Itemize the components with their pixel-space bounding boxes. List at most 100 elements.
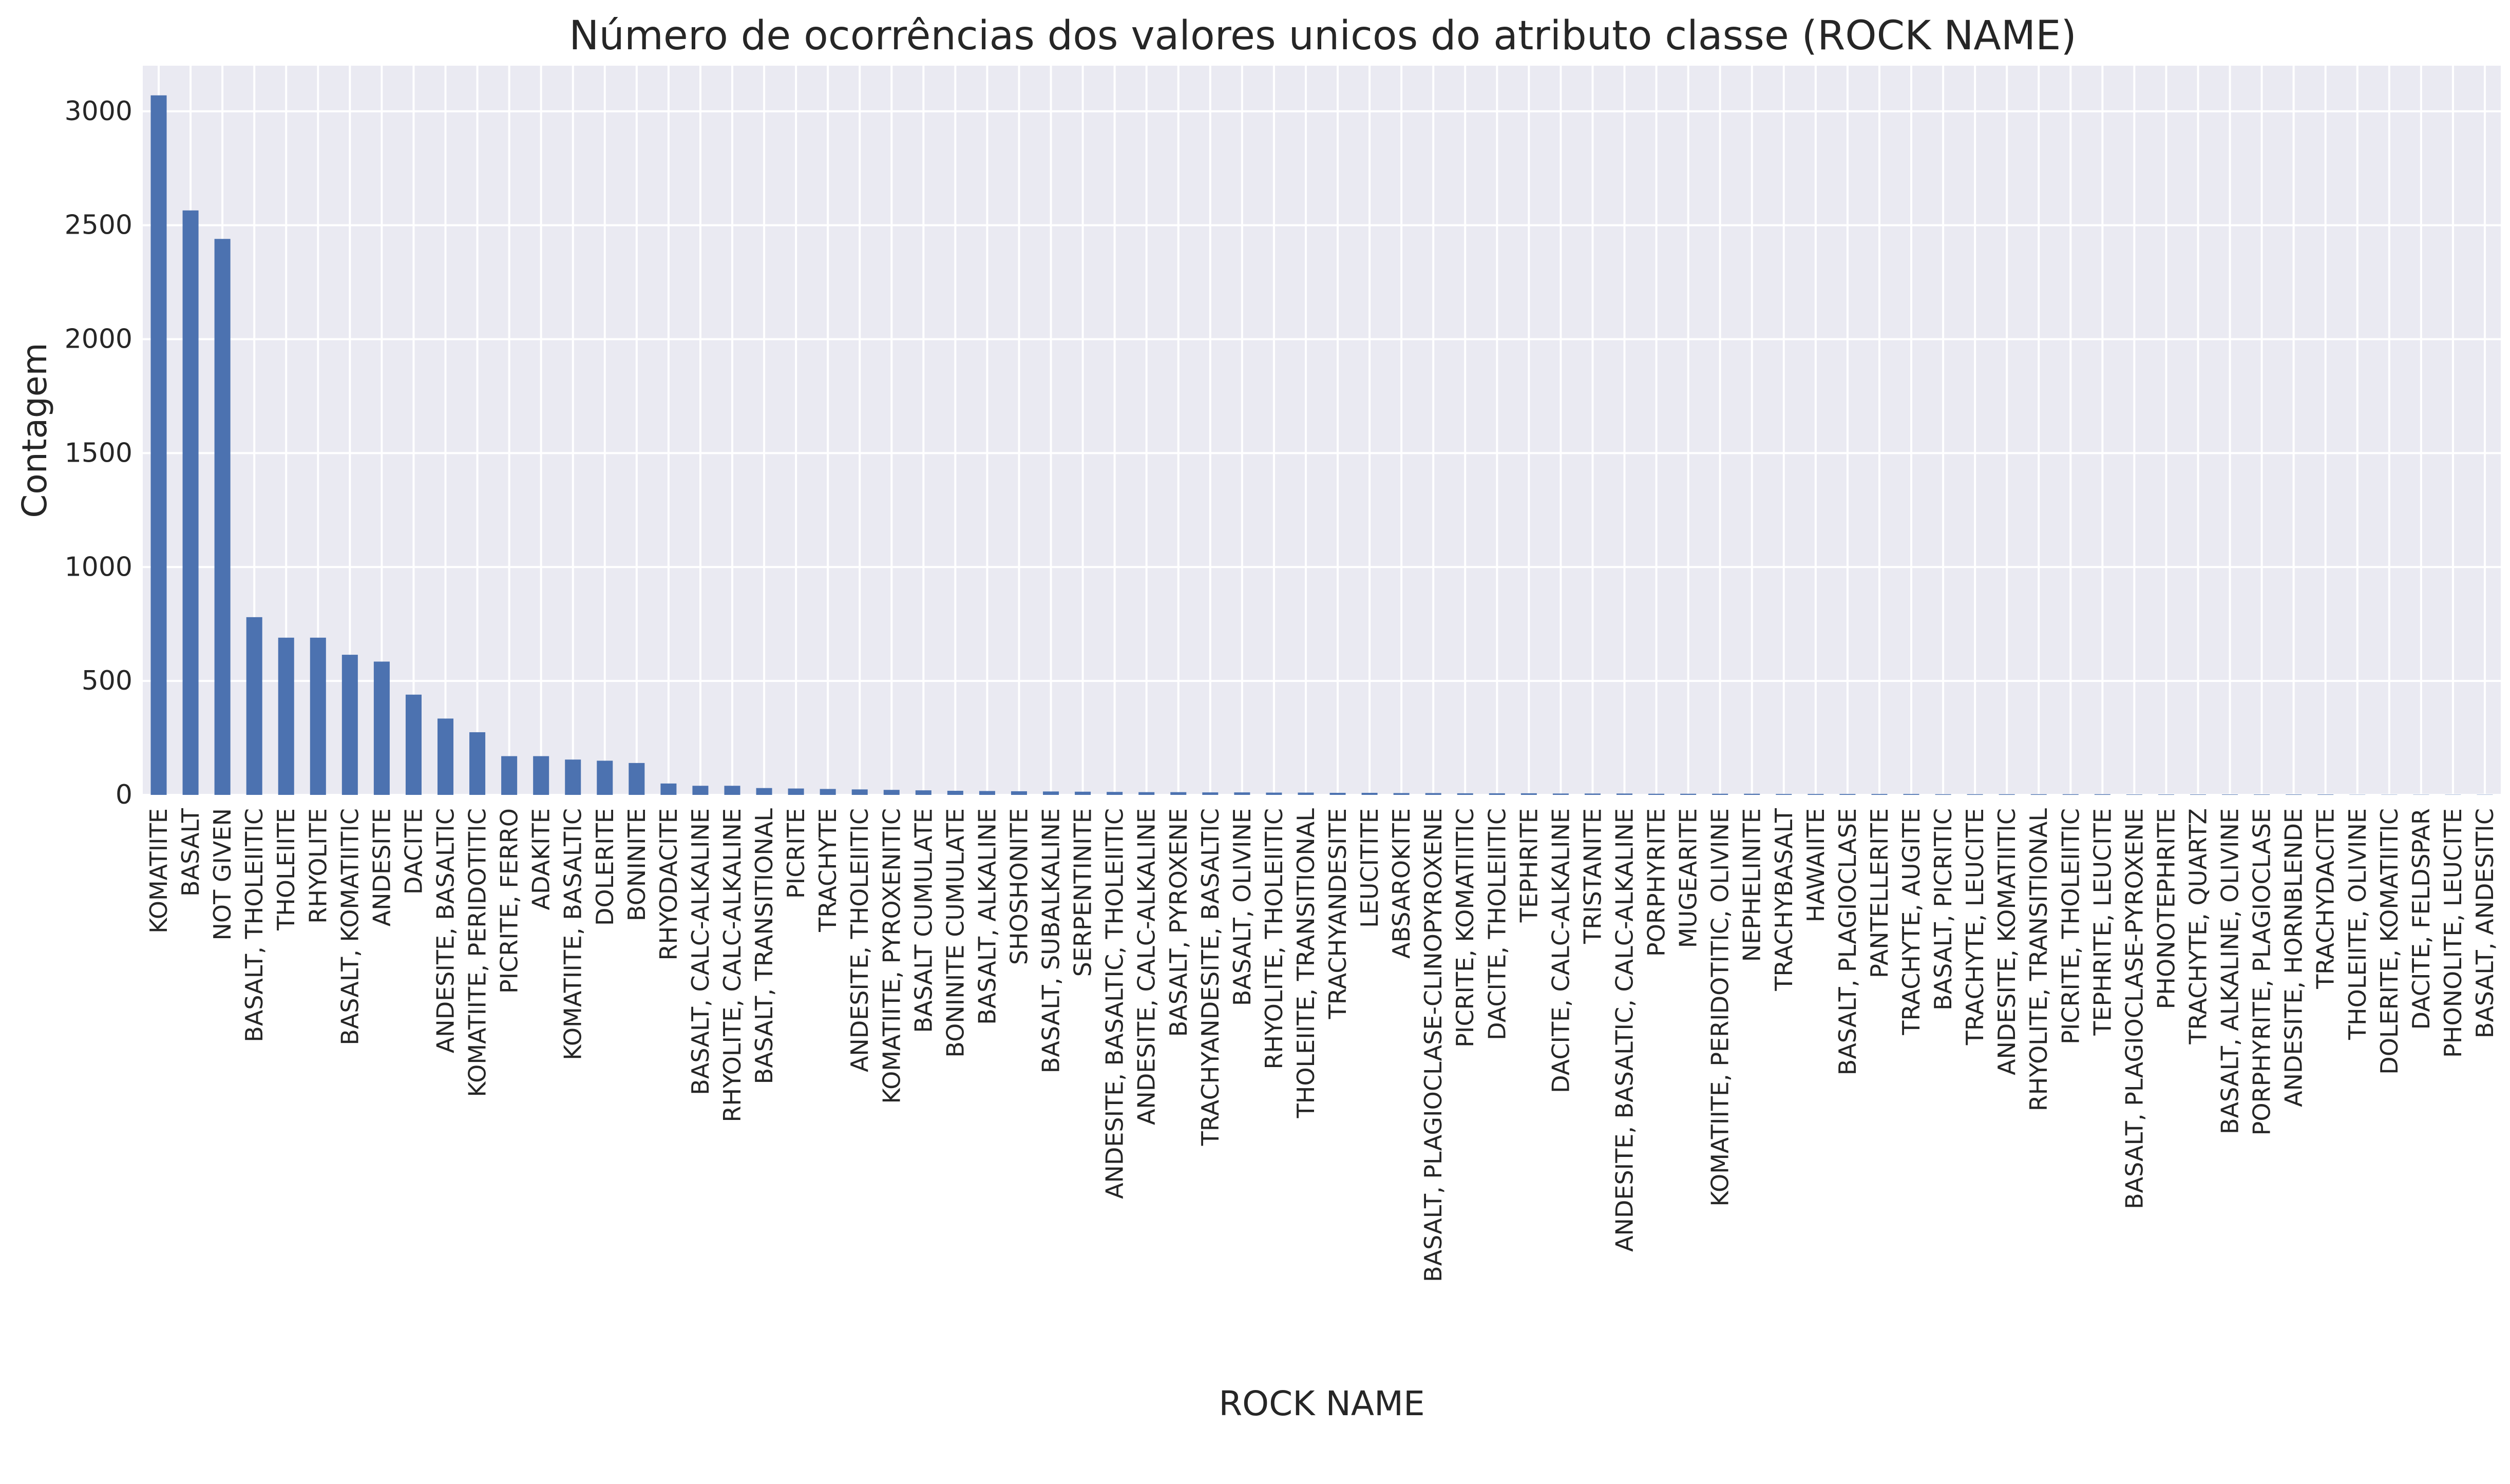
bar <box>1999 794 2015 795</box>
bar <box>1520 793 1537 795</box>
chart-title: Número de ocorrências dos valores unicos… <box>569 13 2077 59</box>
y-tick-label: 500 <box>82 665 132 696</box>
x-tick-label: RHYOLITE, CALC-ALKALINE <box>718 808 746 1122</box>
bar <box>469 732 486 795</box>
x-tick-label: DOLERITE <box>591 808 619 926</box>
y-tick-label: 0 <box>116 779 132 810</box>
x-tick-label: BASALT, PYROXENE <box>1165 808 1192 1037</box>
x-tick-label: PORPHYRITE, PLAGIOCLASE <box>2248 808 2276 1135</box>
bar <box>1552 793 1569 795</box>
y-axis-label: Contagem <box>15 343 54 518</box>
x-tick-label: THOLEIITE, TRANSITIONAL <box>1292 808 1320 1119</box>
y-tick-label: 3000 <box>65 96 132 127</box>
x-tick-label: KOMATIITE, BASALTIC <box>559 808 587 1060</box>
x-tick-label: BASALT <box>177 808 204 897</box>
y-tick-label: 2500 <box>65 210 132 241</box>
bar <box>1584 793 1601 795</box>
x-tick-label: RHYOLITE, TRANSITIONAL <box>2025 808 2052 1112</box>
bar <box>1202 792 1219 795</box>
x-tick-label: ADAKITE <box>527 808 555 910</box>
bar <box>310 637 326 795</box>
x-tick-label: TRACHYBASALT <box>1770 808 1798 992</box>
bar <box>533 756 549 795</box>
bar <box>1234 792 1250 795</box>
x-tick-label: BASALT, ALKALINE <box>973 808 1001 1025</box>
x-tick-label: KOMATIITE <box>145 808 173 934</box>
x-tick-label: BASALT, OLIVINE <box>1228 808 1256 1006</box>
x-tick-label: BASALT CUMULATE <box>909 808 937 1033</box>
x-tick-label: ANDESITE, THOLEIITIC <box>846 808 873 1072</box>
bar <box>1489 793 1505 795</box>
bar <box>756 788 772 795</box>
x-tick-label: ANDESITE, HORNBLENDE <box>2280 808 2308 1107</box>
x-tick-label: PHONOTEPHRITE <box>2152 808 2180 1009</box>
x-tick-label: NOT GIVEN <box>208 808 236 941</box>
x-tick-label: PANTELLERITE <box>1866 808 1893 978</box>
bar <box>2190 794 2206 795</box>
x-tick-label: BASALT, PLAGIOCLASE <box>1834 808 1861 1075</box>
bar <box>2286 794 2302 795</box>
x-tick-label: RHYOLITE, THOLEIITIC <box>1260 808 1288 1069</box>
bar <box>182 210 199 795</box>
x-tick-label: TRACHYTE, AUGITE <box>1897 808 1925 1036</box>
bar <box>883 790 900 795</box>
x-tick-label: ANDESITE, BASALTIC <box>432 808 460 1053</box>
bar <box>2222 794 2238 795</box>
y-axis-ticks: 0 500 1000 1500 2000 2500 3000 <box>65 96 132 810</box>
x-tick-label: TRACHYANDESITE, BASALTIC <box>1196 808 1224 1146</box>
x-tick-label: BASALT, ANDESITIC <box>2471 808 2499 1038</box>
bar <box>2062 794 2079 795</box>
x-tick-label: BASALT, TRANSITIONAL <box>750 808 778 1085</box>
x-tick-label: LEUCITITE <box>1356 808 1383 928</box>
bar <box>2317 794 2334 795</box>
bar <box>660 783 677 795</box>
x-tick-label: KOMATIITE, PERIDOTITIC, OLIVINE <box>1706 808 1734 1207</box>
x-tick-label: TRACHYTE, LEUCITE <box>1961 808 1989 1045</box>
x-tick-label: ANDESITE, BASALTIC, CALC-ALKALINE <box>1611 808 1639 1252</box>
x-tick-label: TEPHRITE <box>1515 808 1543 923</box>
x-tick-label: THOLEIITE, OLIVINE <box>2344 808 2371 1040</box>
bar <box>1043 791 1059 795</box>
bar <box>1298 792 1314 795</box>
x-tick-label: PICRITE, KOMATIITIC <box>1451 808 1479 1048</box>
bar <box>1808 794 1824 795</box>
bar <box>2030 794 2047 795</box>
bar <box>1138 792 1155 795</box>
bar <box>501 756 518 795</box>
bar <box>1617 793 1633 795</box>
plot-area <box>143 66 2501 795</box>
bar <box>1648 793 1665 795</box>
bar <box>2254 794 2270 795</box>
x-tick-label: BASALT, ALKALINE, OLIVINE <box>2216 808 2244 1134</box>
bar <box>947 791 963 795</box>
x-tick-label: PICRITE <box>782 808 810 899</box>
bar <box>2094 794 2110 795</box>
bar <box>373 661 390 795</box>
bar <box>405 694 422 795</box>
x-tick-label: TEPHRITE, LEUCITE <box>2088 808 2116 1036</box>
bar <box>851 789 868 795</box>
x-axis-ticks: KOMATIITE BASALT NOT GIVEN BASALT, THOLEIIT… <box>145 808 2499 1282</box>
bar <box>246 617 262 795</box>
x-tick-label: DACITE, THOLEIITIC <box>1483 808 1511 1040</box>
x-tick-label: DACITE, FELDSPAR <box>2407 808 2435 1030</box>
x-tick-label: BASALT, PLAGIOCLASE-CLINOPYROXENE <box>1419 808 1447 1282</box>
x-axis-label: ROCK NAME <box>1219 1384 1424 1423</box>
bar <box>1170 792 1187 795</box>
bar <box>1425 793 1441 795</box>
bar <box>1712 793 1728 795</box>
x-tick-label: BASALT, KOMATIITIC <box>336 808 364 1045</box>
x-tick-label: KOMATIITE, PERIDOTITIC <box>464 808 491 1097</box>
bar <box>1776 794 1792 795</box>
y-tick-label: 2000 <box>65 324 132 355</box>
y-tick-label: 1500 <box>65 437 132 468</box>
bar <box>2126 794 2142 795</box>
bar <box>278 637 294 795</box>
bar <box>1839 794 1856 795</box>
bar <box>979 791 995 795</box>
bar <box>915 790 931 795</box>
x-tick-label: DACITE <box>400 808 427 895</box>
x-tick-label: BONINITE CUMULATE <box>941 808 969 1058</box>
bar <box>788 788 804 795</box>
